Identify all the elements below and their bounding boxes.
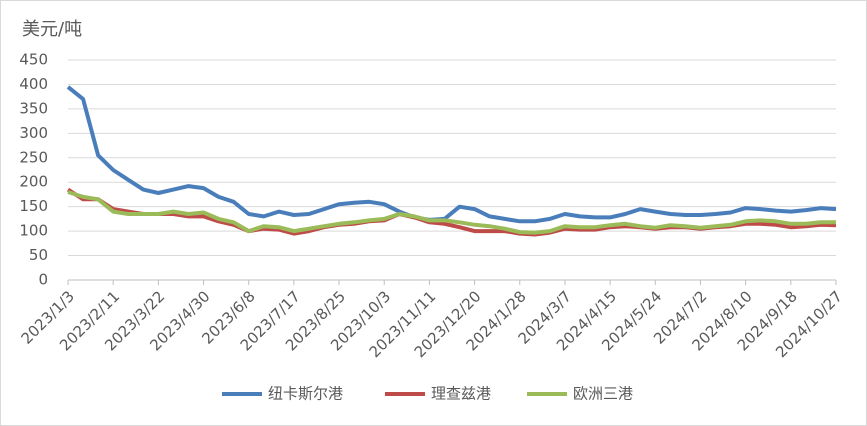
y-tick-label: 300 <box>19 124 48 142</box>
y-tick-label: 200 <box>19 173 48 191</box>
y-tick-label: 0 <box>38 271 48 289</box>
y-tick-label: 50 <box>29 246 48 264</box>
series-line <box>67 190 836 235</box>
y-tick-label: 350 <box>19 99 48 117</box>
y-tick-label: 400 <box>19 75 48 93</box>
legend-label: 理查兹港 <box>431 385 491 403</box>
legend-label: 欧洲三港 <box>573 385 633 403</box>
y-tick-label: 100 <box>19 222 48 240</box>
y-tick-label: 450 <box>19 51 48 69</box>
series-line <box>66 85 837 224</box>
y-tick-label: 250 <box>19 148 48 166</box>
y-tick-label: 150 <box>19 197 48 215</box>
legend-label: 纽卡斯尔港 <box>268 385 343 403</box>
y-axis-unit: 美元/吨 <box>22 19 82 40</box>
